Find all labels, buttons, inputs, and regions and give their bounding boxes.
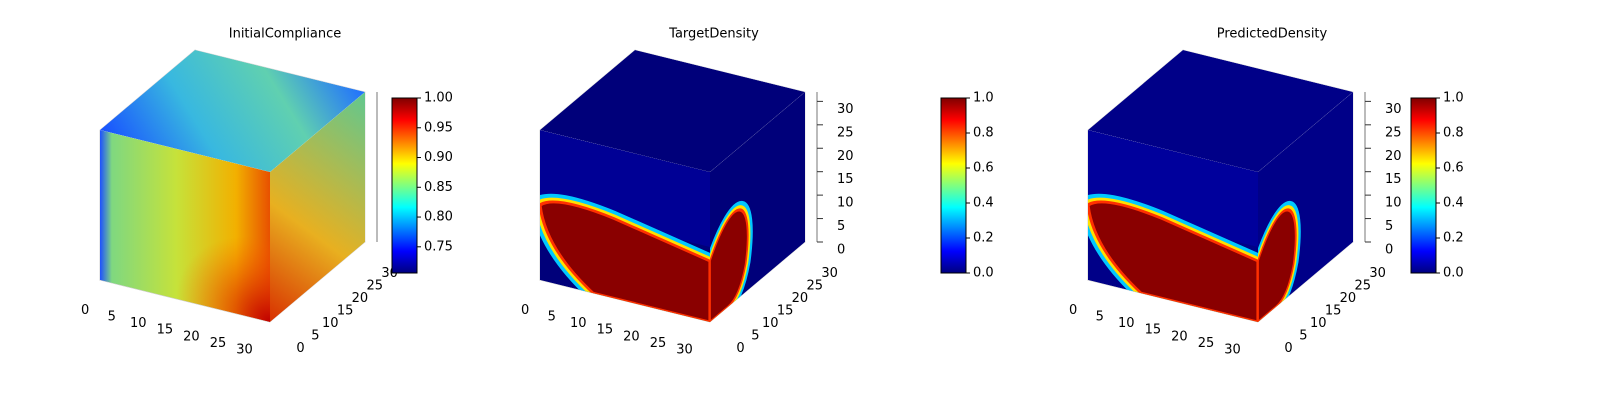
y-tick-label: 25 [807,279,824,294]
z-tick-label: 25 [1385,125,1402,140]
y-tick-label: 15 [337,304,354,319]
y-tick-label: 0 [736,341,744,356]
z-tick-label: 15 [837,172,854,187]
colorbar-tick-label: 0.6 [1443,161,1464,176]
x-tick-label: 10 [130,316,147,331]
x-tick-label: 15 [157,323,174,338]
x-tick-label: 0 [521,303,529,318]
x-tick-label: 15 [597,323,614,338]
y-tick-label: 5 [1299,329,1307,344]
y-tick-label: 15 [777,304,794,319]
y-tick-label: 25 [1355,279,1372,294]
colorbar [391,97,418,274]
y-tick-label: 0 [1284,341,1292,356]
y-tick-label: 20 [792,291,809,306]
y-tick-label: 25 [367,279,384,294]
x-tick-label: 10 [1118,316,1135,331]
cube-front-face [540,130,710,322]
x-tick-label: 30 [1224,342,1241,357]
y-tick-label: 30 [1369,266,1386,281]
x-tick-label: 0 [81,303,89,318]
y-tick-label: 10 [322,316,339,331]
colorbar [940,97,967,274]
x-tick-label: 20 [1171,329,1188,344]
colorbar-tick-label: 0.4 [973,196,994,211]
x-tick-label: 30 [676,342,693,357]
x-tick-label: 10 [570,316,587,331]
x-tick-label: 5 [1096,310,1104,325]
cube-top-face [540,50,805,172]
subplot-title: TargetDensity [668,27,759,42]
x-tick-label: 25 [210,336,227,351]
z-tick-label: 0 [837,243,845,258]
colorbar [1410,97,1437,274]
cube-top-face [1088,50,1353,172]
colorbar-tick-label: 1.0 [973,91,994,106]
z-tick-label: 10 [837,196,854,211]
z-tick-label: 30 [837,102,854,117]
x-tick-label: 0 [1069,303,1077,318]
subplot-title: InitialCompliance [229,27,342,42]
colorbar-tick-label: 0.0 [973,266,994,281]
y-tick-label: 20 [1340,291,1357,306]
colorbar-tick-label: 0.80 [424,210,453,225]
colorbar-tick-label: 0.0 [1443,266,1464,281]
colorbar-tick-label: 0.6 [973,161,994,176]
colorbar-tick-label: 0.8 [1443,126,1464,141]
x-tick-label: 20 [183,329,200,344]
colorbar-tick-label: 0.4 [1443,196,1464,211]
cube-front-face [1088,130,1258,322]
z-tick-label: 5 [837,219,845,234]
x-tick-label: 25 [1198,336,1215,351]
y-tick-label: 10 [762,316,779,331]
z-tick-label: 25 [837,125,854,140]
cube-right-face [270,92,365,322]
z-tick-label: 15 [1385,172,1402,187]
colorbar-tick-label: 0.2 [973,231,994,246]
x-tick-label: 15 [1145,323,1162,338]
cube-right-face [1258,92,1353,322]
y-tick-label: 5 [311,329,319,344]
z-tick-label: 0 [1385,243,1393,258]
colorbar-tick-label: 1.00 [424,91,453,106]
colorbar-tick-label: 1.0 [1443,91,1464,106]
colorbar-tick-label: 0.95 [424,120,453,135]
subplot-title: PredictedDensity [1217,27,1328,42]
x-tick-label: 25 [650,336,667,351]
grid-line [99,279,271,323]
z-tick-label: 5 [1385,219,1393,234]
colorbar-tick-label: 0.2 [1443,231,1464,246]
colorbar-tick-label: 0.85 [424,180,453,195]
cube-front-face [100,130,270,322]
x-tick-label: 5 [548,310,556,325]
cube-right-face [710,92,805,322]
y-tick-label: 0 [296,341,304,356]
x-tick-label: 30 [236,342,253,357]
y-tick-label: 10 [1310,316,1327,331]
y-tick-label: 15 [1325,304,1342,319]
y-tick-label: 20 [352,291,369,306]
z-tick-label: 20 [837,149,854,164]
colorbar-tick-label: 0.90 [424,150,453,165]
z-tick-label: 30 [1385,102,1402,117]
y-tick-label: 5 [751,329,759,344]
z-tick-label: 20 [1385,149,1402,164]
x-tick-label: 5 [108,310,116,325]
y-tick-label: 30 [821,266,838,281]
colorbar-tick-label: 0.75 [424,239,453,254]
colorbar-tick-label: 0.8 [973,126,994,141]
z-tick-label: 10 [1385,196,1402,211]
cube-top-face [100,50,365,172]
x-tick-label: 20 [623,329,640,344]
